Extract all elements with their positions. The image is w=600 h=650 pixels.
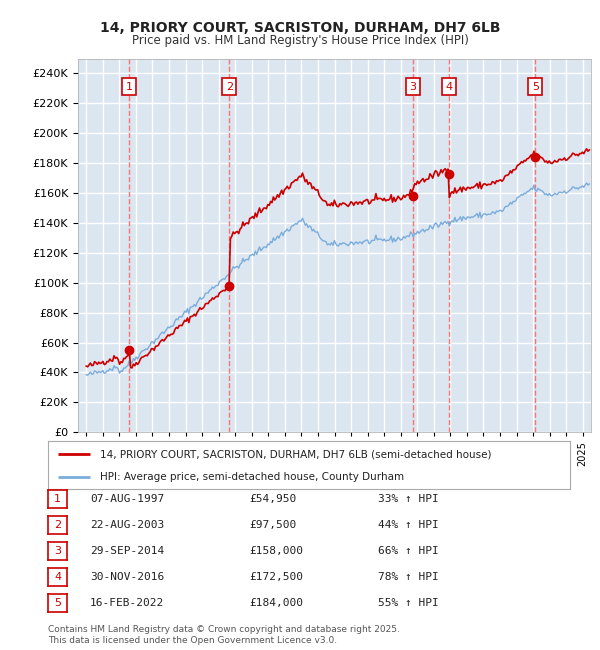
Text: 14, PRIORY COURT, SACRISTON, DURHAM, DH7 6LB: 14, PRIORY COURT, SACRISTON, DURHAM, DH7… bbox=[100, 21, 500, 35]
Text: 3: 3 bbox=[54, 546, 61, 556]
Text: 07-AUG-1997: 07-AUG-1997 bbox=[90, 494, 164, 504]
Text: 30-NOV-2016: 30-NOV-2016 bbox=[90, 572, 164, 582]
Text: 66% ↑ HPI: 66% ↑ HPI bbox=[378, 546, 439, 556]
Text: £158,000: £158,000 bbox=[249, 546, 303, 556]
Text: 4: 4 bbox=[54, 572, 61, 582]
Text: 16-FEB-2022: 16-FEB-2022 bbox=[90, 598, 164, 608]
Text: £184,000: £184,000 bbox=[249, 598, 303, 608]
Text: 1: 1 bbox=[126, 81, 133, 92]
Text: 33% ↑ HPI: 33% ↑ HPI bbox=[378, 494, 439, 504]
Text: 22-AUG-2003: 22-AUG-2003 bbox=[90, 520, 164, 530]
Text: 14, PRIORY COURT, SACRISTON, DURHAM, DH7 6LB (semi-detached house): 14, PRIORY COURT, SACRISTON, DURHAM, DH7… bbox=[100, 449, 492, 460]
Text: 29-SEP-2014: 29-SEP-2014 bbox=[90, 546, 164, 556]
Text: 44% ↑ HPI: 44% ↑ HPI bbox=[378, 520, 439, 530]
Text: 55% ↑ HPI: 55% ↑ HPI bbox=[378, 598, 439, 608]
Text: 3: 3 bbox=[410, 81, 416, 92]
Text: Price paid vs. HM Land Registry's House Price Index (HPI): Price paid vs. HM Land Registry's House … bbox=[131, 34, 469, 47]
Text: HPI: Average price, semi-detached house, County Durham: HPI: Average price, semi-detached house,… bbox=[100, 473, 404, 482]
Text: 78% ↑ HPI: 78% ↑ HPI bbox=[378, 572, 439, 582]
Text: £172,500: £172,500 bbox=[249, 572, 303, 582]
Text: 5: 5 bbox=[532, 81, 539, 92]
Text: 4: 4 bbox=[445, 81, 452, 92]
Text: 5: 5 bbox=[54, 598, 61, 608]
Text: 2: 2 bbox=[54, 520, 61, 530]
Text: 2: 2 bbox=[226, 81, 233, 92]
Text: £97,500: £97,500 bbox=[249, 520, 296, 530]
Text: Contains HM Land Registry data © Crown copyright and database right 2025.
This d: Contains HM Land Registry data © Crown c… bbox=[48, 625, 400, 645]
Text: £54,950: £54,950 bbox=[249, 494, 296, 504]
Text: 1: 1 bbox=[54, 494, 61, 504]
